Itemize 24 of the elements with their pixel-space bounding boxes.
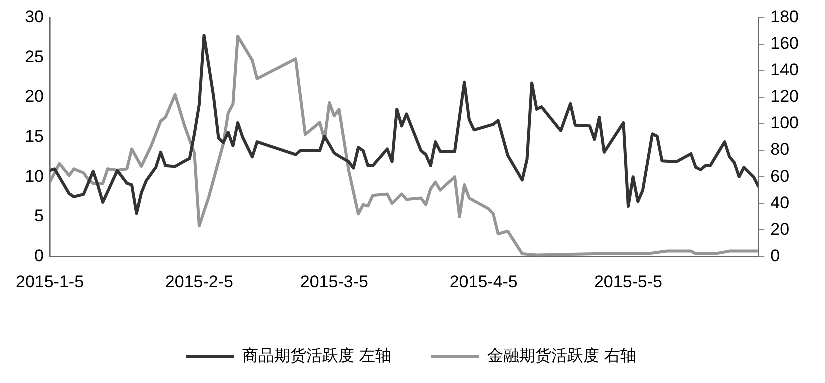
y2-tick-label: 180 xyxy=(770,8,800,27)
y2-tick-label: 40 xyxy=(770,193,790,212)
y2-tick-label: 80 xyxy=(770,140,790,160)
y2-tick-label: 160 xyxy=(770,34,800,54)
y2-tick-label: 0 xyxy=(770,246,780,266)
y2-tick-label: 100 xyxy=(770,114,800,133)
legend-label: 商品期货活跃度 左轴 xyxy=(242,346,392,366)
x-tick-label: 2015-4-5 xyxy=(450,272,518,292)
x-tick-label: 2015-1-5 xyxy=(16,272,84,292)
legend-label: 金融期货活跃度 右轴 xyxy=(488,346,637,366)
y-tick-label: 30 xyxy=(25,8,44,27)
y-tick-label: 25 xyxy=(25,47,44,66)
y2-tick-label: 120 xyxy=(770,87,800,106)
y2-tick-label: 60 xyxy=(770,166,790,186)
x-tick-label: 2015-5-5 xyxy=(594,272,663,292)
y-tick-label: 10 xyxy=(25,166,44,186)
y-tick-label: 15 xyxy=(25,126,44,146)
y-tick-label: 20 xyxy=(25,87,44,106)
y-tick-label: 5 xyxy=(34,206,44,226)
x-tick-label: 2015-3-5 xyxy=(300,272,368,292)
x-tick-label: 2015-2-5 xyxy=(165,272,234,292)
y-tick-label: 0 xyxy=(34,246,44,266)
y2-tick-label: 140 xyxy=(770,60,800,80)
y2-tick-label: 20 xyxy=(770,220,790,239)
